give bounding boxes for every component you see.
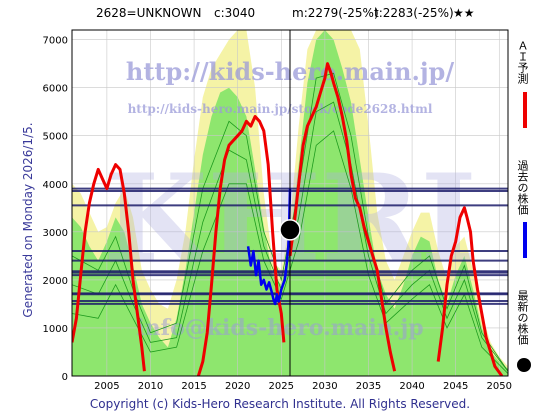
y-tick-label: 6000 [43, 84, 68, 95]
y-tick-label: 1000 [43, 324, 68, 335]
chart-header: 2628=UNKNOWN c:3040 m:2279(-25%) t:2283(… [0, 6, 560, 22]
x-tick-label: 2045 [443, 381, 468, 392]
legend-ai-swatch [523, 92, 527, 128]
current-price-label: c:3040 [214, 6, 256, 20]
x-tick-label: 2035 [356, 381, 381, 392]
rating-stars: ★★ [453, 6, 475, 20]
y-tick-label: 3000 [43, 228, 68, 239]
watermark-code-url: http://kids-hero.main.jp/stock/code2628.… [128, 102, 433, 116]
stock-code-label: 2628=UNKNOWN [96, 6, 202, 20]
legend-latest-label: 最新の株価 [516, 290, 529, 345]
latest-price-dot [279, 219, 301, 241]
x-tick-label: 2005 [94, 381, 119, 392]
y-tick-label: 0 [62, 372, 68, 383]
m-value-label: m:2279(-25%) [292, 6, 379, 20]
ai-forecast-line [196, 115, 286, 376]
x-tick-label: 2040 [399, 381, 424, 392]
x-tick-label: 2030 [312, 381, 337, 392]
legend-ai-label: ＡＩ予測 [516, 40, 529, 84]
y-tick-label: 2000 [43, 276, 68, 287]
past-price-line [246, 188, 292, 306]
x-tick-label: 2025 [269, 381, 294, 392]
ai-forecast-line [436, 206, 504, 376]
x-tick-label: 2015 [181, 381, 206, 392]
moving-average-line [72, 101, 508, 372]
legend-latest-dot [517, 358, 531, 372]
legend-past-label: 過去の株価 [516, 160, 529, 215]
area-band-yellow [72, 30, 508, 376]
moving-average-line [72, 130, 508, 374]
legend-past-swatch [523, 222, 527, 258]
copyright-footer: Copyright (c) Kids-Hero Research Institu… [89, 397, 471, 411]
ai-forecast-line [288, 62, 397, 372]
y-tick-label: 4000 [43, 180, 68, 191]
y-tick-label: 7000 [43, 36, 68, 47]
x-tick-label: 2010 [138, 381, 163, 392]
x-tick-label: 2020 [225, 381, 250, 392]
ai-forecast-line [72, 163, 146, 372]
y-tick-label: 5000 [43, 132, 68, 143]
x-tick-label: 2050 [487, 381, 512, 392]
t-value-label: t:2283(-25%) [374, 6, 454, 20]
plot-frame [71, 29, 509, 377]
